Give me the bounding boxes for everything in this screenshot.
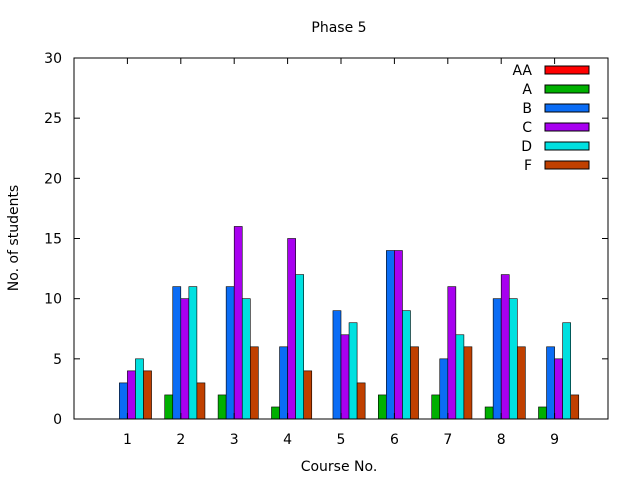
chart-title: Phase 5 [311, 20, 366, 36]
y-axis-label: No. of students [6, 185, 22, 291]
bar-c-course-7 [447, 286, 457, 420]
ticks-layer: 0 5 10 15 20 25 30 1 2 3 4 5 6 7 8 9 [44, 51, 608, 448]
bar-c-course-5 [340, 334, 350, 420]
bar-b-course-4 [279, 346, 288, 420]
bar-b-course-9 [546, 346, 555, 420]
legend-swatch-d [544, 141, 590, 151]
bar-f-course-7 [463, 346, 473, 420]
legend-label-c: C [522, 120, 532, 136]
legend-swatch-a [544, 84, 590, 94]
bar-c-course-2 [180, 298, 190, 420]
bar-c-course-1 [127, 370, 136, 420]
bar-a-course-9 [538, 406, 547, 420]
bar-f-course-5 [356, 382, 366, 420]
bar-b-course-6 [386, 250, 395, 420]
bar-c-course-4 [287, 238, 296, 420]
bar-b-course-1 [119, 382, 128, 420]
bar-d-course-4 [295, 274, 304, 420]
bar-a-course-8 [484, 406, 494, 420]
bar-c-course-3 [233, 226, 243, 420]
x-tick-label: 1 [123, 432, 132, 448]
bar-d-course-7 [455, 334, 465, 420]
y-tick-label: 5 [53, 352, 62, 368]
bar-d-course-1 [135, 358, 144, 420]
legend-swatch-aa [544, 65, 590, 75]
x-tick-label: 3 [230, 432, 239, 448]
bars-layer [119, 226, 580, 420]
legend-label-aa: AA [512, 63, 532, 79]
bar-b-course-5 [332, 310, 342, 420]
legend-swatch-c [544, 122, 590, 132]
bar-c-course-6 [394, 250, 403, 420]
bar-f-course-1 [143, 370, 152, 420]
y-tick-label: 20 [44, 171, 62, 187]
y-tick-label: 10 [44, 292, 62, 308]
bar-a-course-2 [164, 394, 174, 420]
bar-b-course-3 [225, 286, 235, 420]
x-tick-label: 7 [443, 432, 452, 448]
bar-d-course-2 [188, 286, 198, 420]
bar-a-course-6 [377, 394, 387, 420]
bar-b-course-7 [439, 358, 449, 420]
y-tick-label: 15 [44, 232, 62, 248]
plot-frame [73, 57, 609, 420]
bar-a-course-4 [271, 406, 280, 420]
bar-a-course-3 [217, 394, 227, 420]
bar-d-course-9 [562, 322, 572, 420]
y-tick-label: 25 [44, 111, 62, 127]
bar-d-course-5 [348, 322, 358, 420]
x-tick-label: 4 [283, 432, 292, 448]
bar-f-course-8 [516, 346, 526, 420]
x-tick-label: 8 [497, 432, 506, 448]
bar-d-course-3 [241, 298, 251, 420]
bar-b-course-2 [172, 286, 182, 420]
legend-swatch-b [544, 103, 590, 113]
legend-swatch-f [544, 160, 590, 170]
bar-c-course-8 [500, 274, 510, 420]
x-tick-label: 9 [550, 432, 559, 448]
x-axis-label: Course No. [301, 459, 378, 475]
bar-b-course-8 [492, 298, 502, 420]
bar-d-course-6 [402, 310, 411, 420]
x-tick-label: 5 [337, 432, 346, 448]
bar-a-course-7 [431, 394, 441, 420]
legend-label-f: F [524, 158, 532, 174]
y-tick-label: 0 [53, 412, 62, 428]
bar-f-course-3 [250, 346, 259, 420]
y-tick-label: 30 [44, 51, 62, 67]
x-tick-label: 2 [176, 432, 185, 448]
bar-f-course-4 [303, 370, 313, 420]
bar-f-course-6 [410, 346, 419, 420]
bar-d-course-8 [508, 298, 518, 420]
bar-f-course-2 [196, 382, 206, 420]
bar-c-course-9 [554, 358, 563, 420]
bar-f-course-9 [570, 394, 580, 420]
legend-label-b: B [522, 101, 532, 117]
legend-label-d: D [521, 139, 532, 155]
x-tick-label: 6 [390, 432, 399, 448]
legend-label-a: A [522, 82, 532, 98]
